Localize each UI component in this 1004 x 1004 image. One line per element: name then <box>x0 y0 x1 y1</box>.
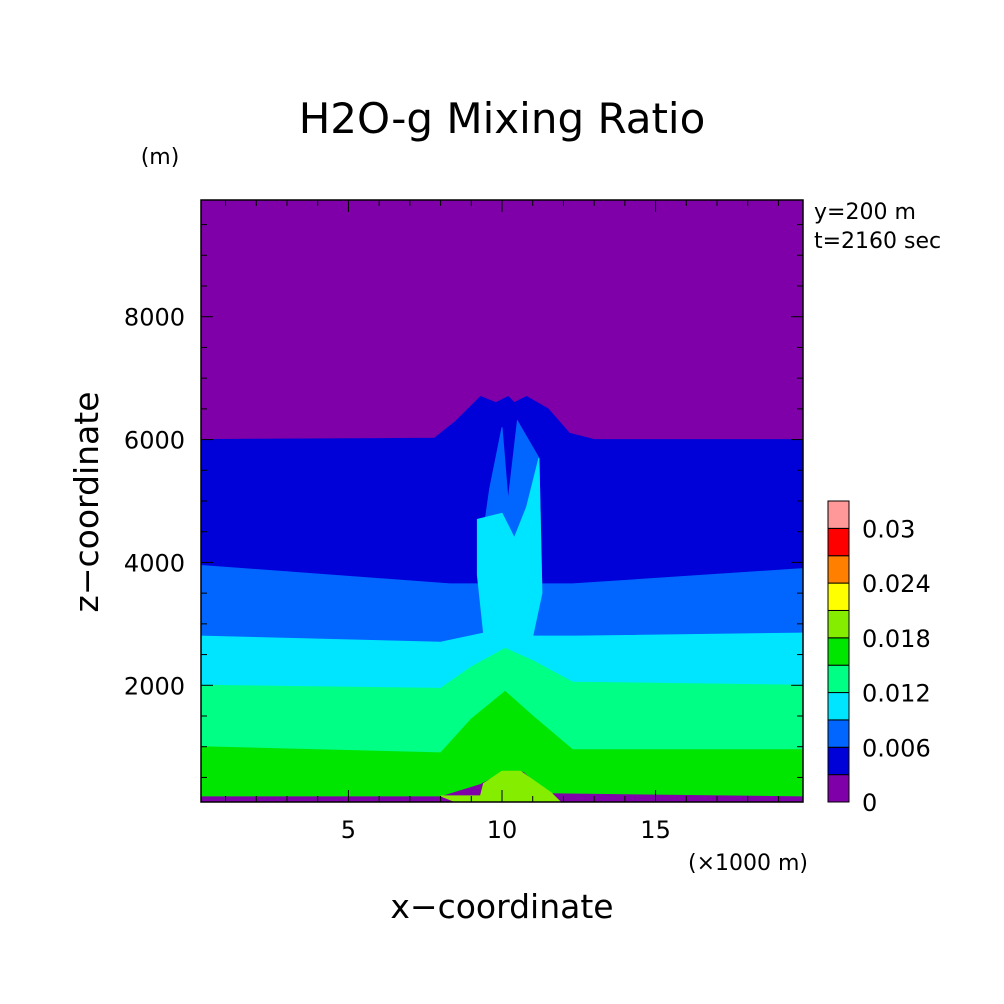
colorbar-swatch <box>827 609 850 639</box>
colorbar-tick-label: 0.012 <box>862 680 931 708</box>
colorbar-tick-label: 0.006 <box>862 734 931 762</box>
y-axis-unit: (m) <box>141 145 180 170</box>
y-axis-ticks: 2000 4000 6000 8000 <box>124 224 803 778</box>
y-tick-label: 2000 <box>124 672 185 700</box>
colorbar-swatch <box>827 774 850 803</box>
y-tick-label: 8000 <box>124 304 185 332</box>
colorbar-swatch <box>827 555 850 584</box>
colorbar-tick-label: 0.018 <box>862 625 931 653</box>
x-axis-title: x−coordinate <box>390 887 613 926</box>
annotation-time: t=2160 sec <box>814 229 941 254</box>
colorbar-swatch <box>827 664 850 694</box>
colorbar-swatch <box>827 637 850 666</box>
contour-band-6 <box>440 770 562 802</box>
x-tick-label: 15 <box>640 816 671 844</box>
colorbar: 0 0.006 0.012 0.018 0.024 0.03 <box>827 500 931 817</box>
y-axis-title: z−coordinate <box>67 392 106 613</box>
x-tick-label: 10 <box>487 816 518 844</box>
x-tick-label: 5 <box>341 816 356 844</box>
colorbar-swatch <box>827 582 850 611</box>
colorbar-tick-label: 0 <box>862 789 877 817</box>
y-tick-label: 6000 <box>124 427 185 455</box>
colorbar-swatch <box>827 527 850 557</box>
contour-band-5 <box>201 690 803 797</box>
colorbar-swatch <box>827 692 850 721</box>
x-axis-unit: (×1000 m) <box>688 851 808 876</box>
contour-bands <box>201 200 803 802</box>
y-tick-label: 4000 <box>124 549 185 577</box>
x-axis-ticks: 5 10 15 <box>225 200 779 844</box>
annotation-y-position: y=200 m <box>814 200 916 225</box>
colorbar-swatch <box>827 719 850 748</box>
colorbar-tick-label: 0.03 <box>862 515 915 543</box>
chart-title: H2O-g Mixing Ratio <box>299 94 706 143</box>
colorbar-swatch <box>827 500 850 529</box>
colorbar-tick-label: 0.024 <box>862 570 931 598</box>
colorbar-swatch <box>827 746 850 776</box>
